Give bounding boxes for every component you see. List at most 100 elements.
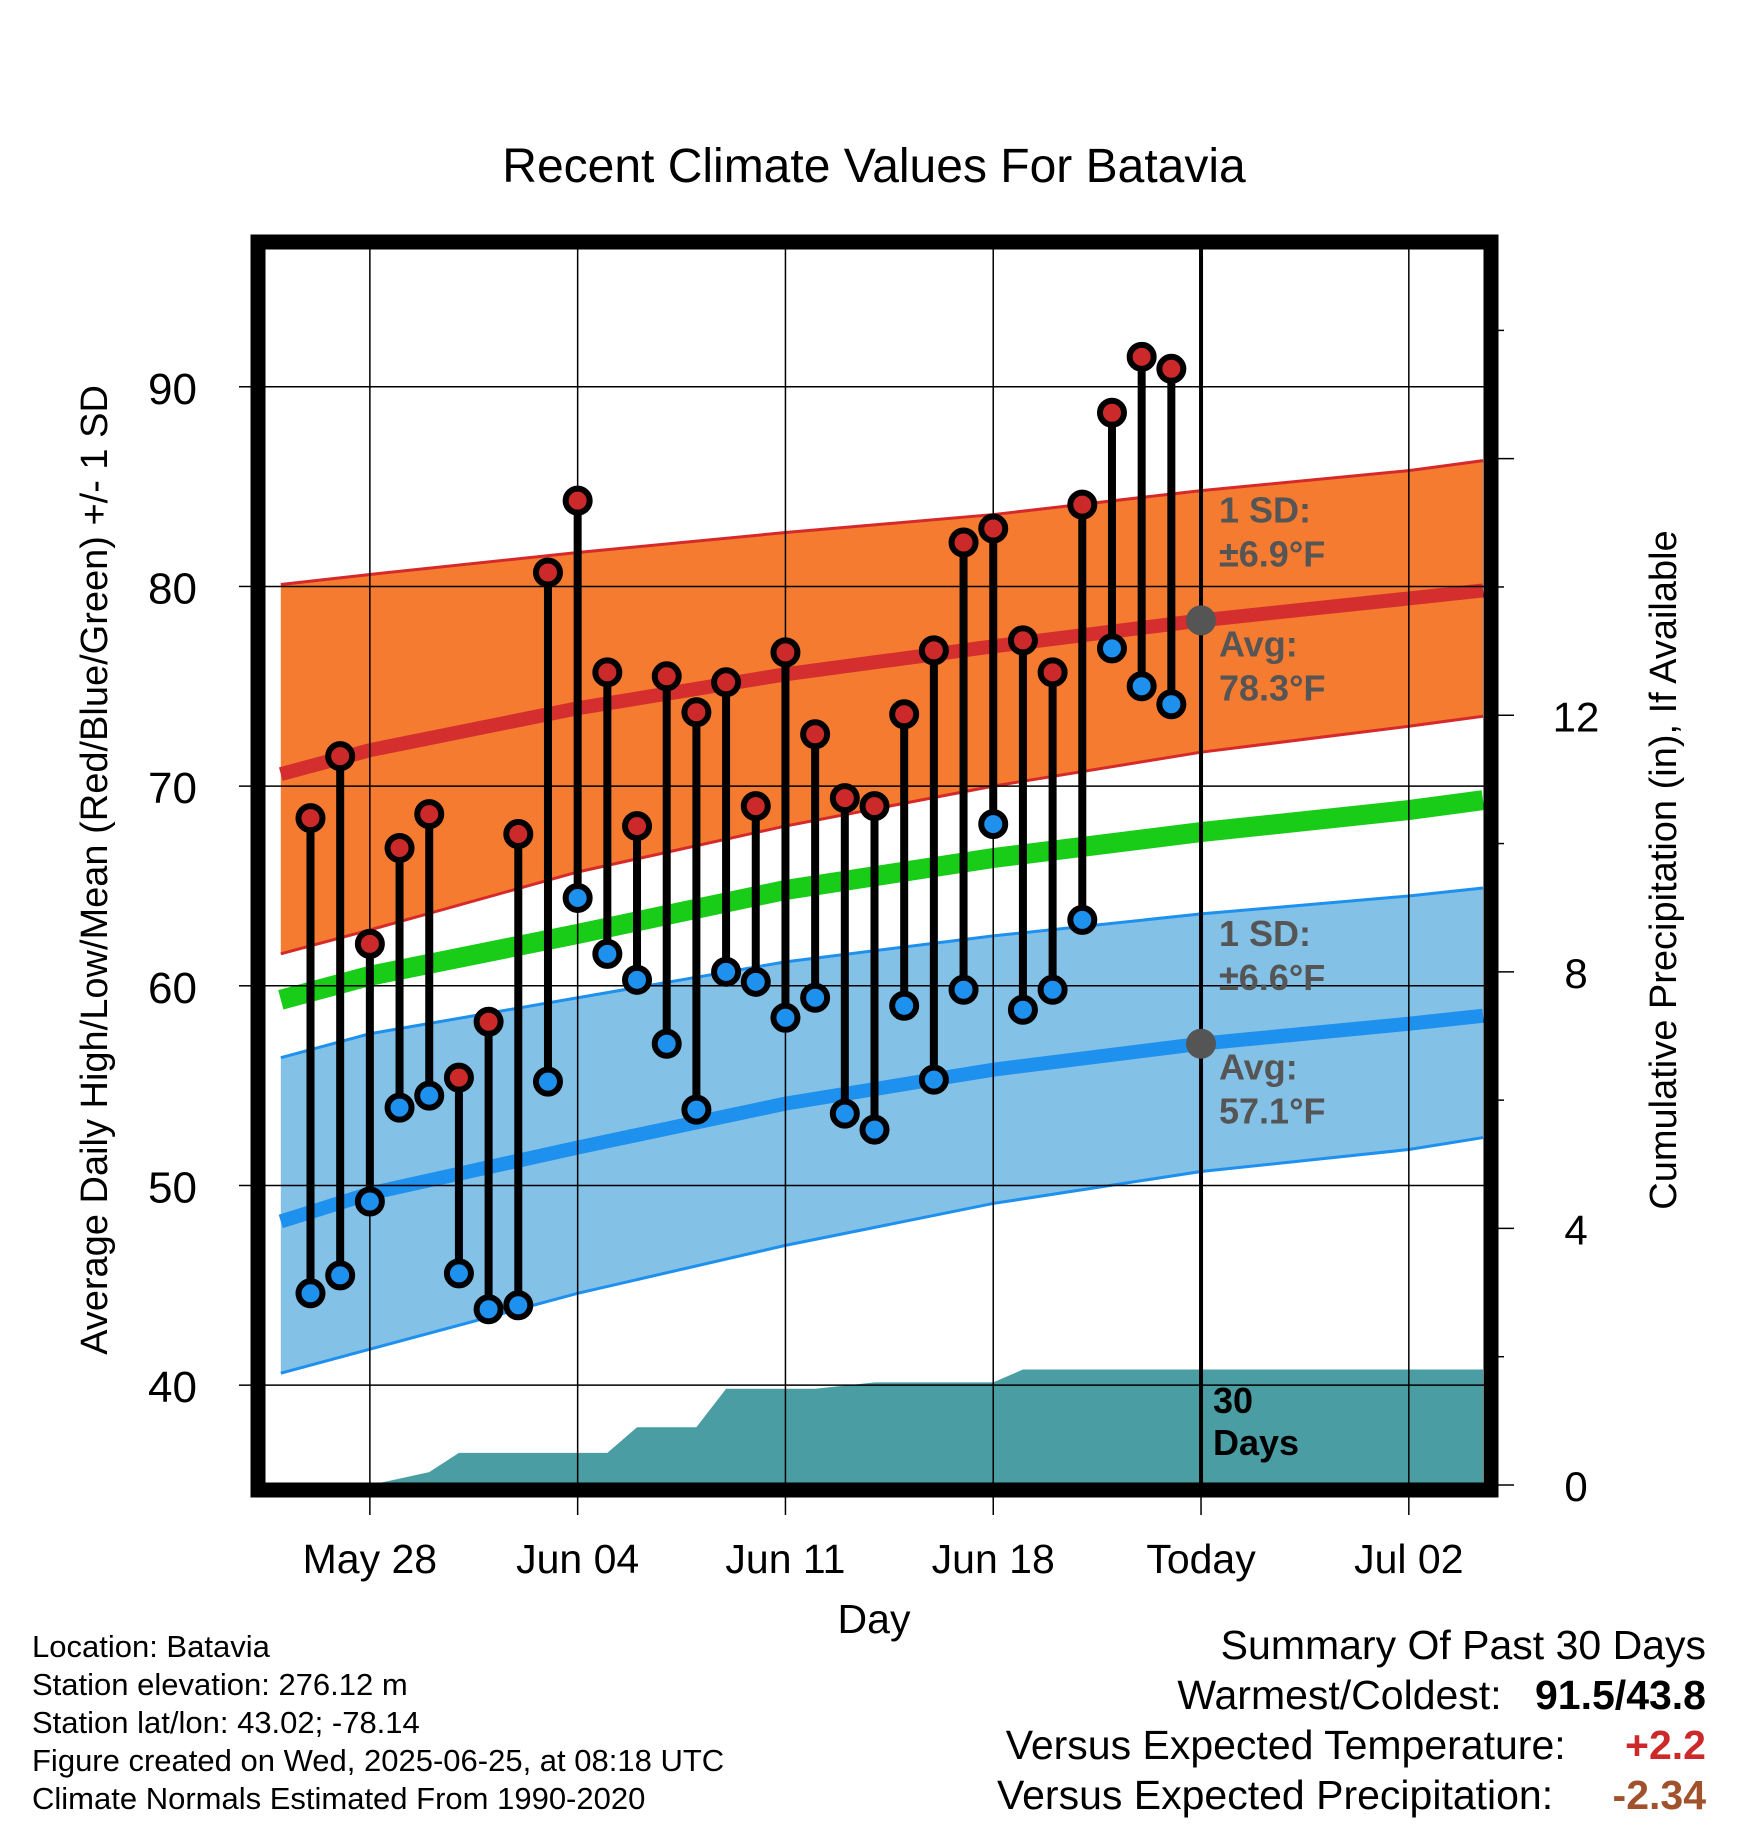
low-avg-label: Avg: — [1219, 1047, 1298, 1088]
low-point — [532, 1066, 563, 1097]
low-point — [1067, 904, 1098, 935]
y-tick-label: 90 — [148, 365, 197, 414]
low-point — [1007, 994, 1038, 1025]
y-tick-label: 80 — [148, 564, 197, 613]
high-avg-line — [278, 583, 1484, 781]
high-point — [978, 513, 1009, 544]
summary-warmest: Warmest/Coldest: 91.5/43.8 — [1177, 1672, 1706, 1719]
y-axis-label: Average Daily High/Low/Mean (Red/Blue/Gr… — [74, 385, 116, 1355]
high-point — [1096, 397, 1127, 428]
y2-tick-label: 8 — [1564, 950, 1587, 997]
low-point — [1037, 974, 1068, 1005]
high-point — [532, 557, 563, 588]
high-avg-value: 78.3°F — [1219, 667, 1325, 708]
low-point — [711, 956, 742, 987]
normals-text: Climate Normals Estimated From 1990-2020 — [32, 1781, 646, 1816]
y2-tick-label: 0 — [1564, 1463, 1587, 1510]
y-tick-label: 60 — [148, 964, 197, 1013]
low-point — [829, 1098, 860, 1129]
precip-area — [280, 1369, 1484, 1485]
high-point — [829, 783, 860, 814]
y2-tick-label: 12 — [1553, 693, 1600, 740]
high-point — [859, 791, 890, 822]
low-point — [1126, 671, 1157, 702]
high-point — [443, 1062, 474, 1093]
low-point — [681, 1094, 712, 1125]
high-point — [770, 637, 801, 668]
created-text: Figure created on Wed, 2025-06-25, at 08… — [32, 1743, 725, 1778]
station-info: Location: Batavia Station elevation: 276… — [32, 1628, 724, 1818]
high-point — [918, 635, 949, 666]
low-point — [651, 1028, 682, 1059]
temp-value: +2.2 — [1625, 1722, 1706, 1768]
low-point — [295, 1278, 326, 1309]
high-point — [414, 799, 445, 830]
y-tick-label: 70 — [148, 764, 197, 813]
high-point — [1037, 657, 1068, 688]
y2-tick-label: 4 — [1564, 1206, 1587, 1253]
x-axis-label: Day — [838, 1596, 911, 1642]
chart-title: Recent Climate Values For Batavia — [502, 140, 1246, 193]
high-point — [889, 699, 920, 730]
high-point — [1007, 625, 1038, 656]
low-point — [443, 1258, 474, 1289]
high-point — [473, 1006, 504, 1037]
high-sd-band-upper-edge — [280, 459, 1484, 586]
low-sd-value: ±6.6°F — [1219, 957, 1325, 998]
high-point — [711, 667, 742, 698]
location-text: Location: Batavia — [32, 1629, 270, 1664]
high-point — [948, 527, 979, 558]
high-point — [740, 791, 771, 822]
high-sd-label: 1 SD: — [1219, 490, 1311, 531]
temp-label: Versus Expected Temperature: — [1005, 1722, 1566, 1768]
high-point — [1126, 341, 1157, 372]
warmest-value: 91.5/43.8 — [1535, 1672, 1706, 1718]
elevation-text: Station elevation: 276.12 m — [32, 1667, 408, 1702]
low-point — [800, 982, 831, 1013]
low-point — [948, 974, 979, 1005]
high-point — [562, 485, 593, 516]
low-avg-today-dot — [1186, 1028, 1217, 1059]
low-point — [1156, 689, 1187, 720]
y-tick-label: 50 — [148, 1163, 197, 1212]
low-point — [325, 1260, 356, 1291]
plot-frame — [250, 234, 1499, 1498]
x-tick-label: Jun 04 — [516, 1536, 639, 1582]
high-avg-today-dot — [1186, 605, 1217, 636]
low-sd-band-upper-edge — [280, 886, 1484, 1060]
high-point — [651, 661, 682, 692]
x-tick-label: May 28 — [303, 1536, 437, 1582]
high-sd-value: ±6.9°F — [1219, 533, 1325, 574]
low-sd-label: 1 SD: — [1219, 913, 1311, 954]
y-tick-label: 40 — [148, 1363, 197, 1412]
high-point — [622, 811, 653, 842]
x-tick-label: Jun 11 — [725, 1536, 845, 1582]
low-point — [740, 966, 771, 997]
low-point — [889, 990, 920, 1021]
precip-value: -2.34 — [1612, 1772, 1706, 1818]
high-point — [1156, 353, 1187, 384]
low-point — [859, 1114, 890, 1145]
high-point — [800, 719, 831, 750]
high-point — [384, 833, 415, 864]
days-count-label: 30 — [1213, 1380, 1253, 1421]
low-point — [918, 1064, 949, 1095]
x-tick-label: Jun 18 — [932, 1536, 1055, 1582]
low-point — [354, 1186, 385, 1217]
days-word-label: Days — [1213, 1422, 1299, 1463]
low-point — [592, 938, 623, 969]
low-point — [622, 964, 653, 995]
low-sd-band-lower-edge — [280, 1136, 1484, 1375]
low-point — [473, 1294, 504, 1325]
high-point — [681, 697, 712, 728]
high-point — [592, 657, 623, 688]
high-point — [295, 803, 326, 834]
high-point — [325, 741, 356, 772]
x-tick-label: Jul 02 — [1354, 1536, 1463, 1582]
high-point — [354, 928, 385, 959]
low-point — [503, 1290, 534, 1321]
high-avg-label: Avg: — [1219, 623, 1298, 664]
low-point — [978, 809, 1009, 840]
low-point — [414, 1080, 445, 1111]
